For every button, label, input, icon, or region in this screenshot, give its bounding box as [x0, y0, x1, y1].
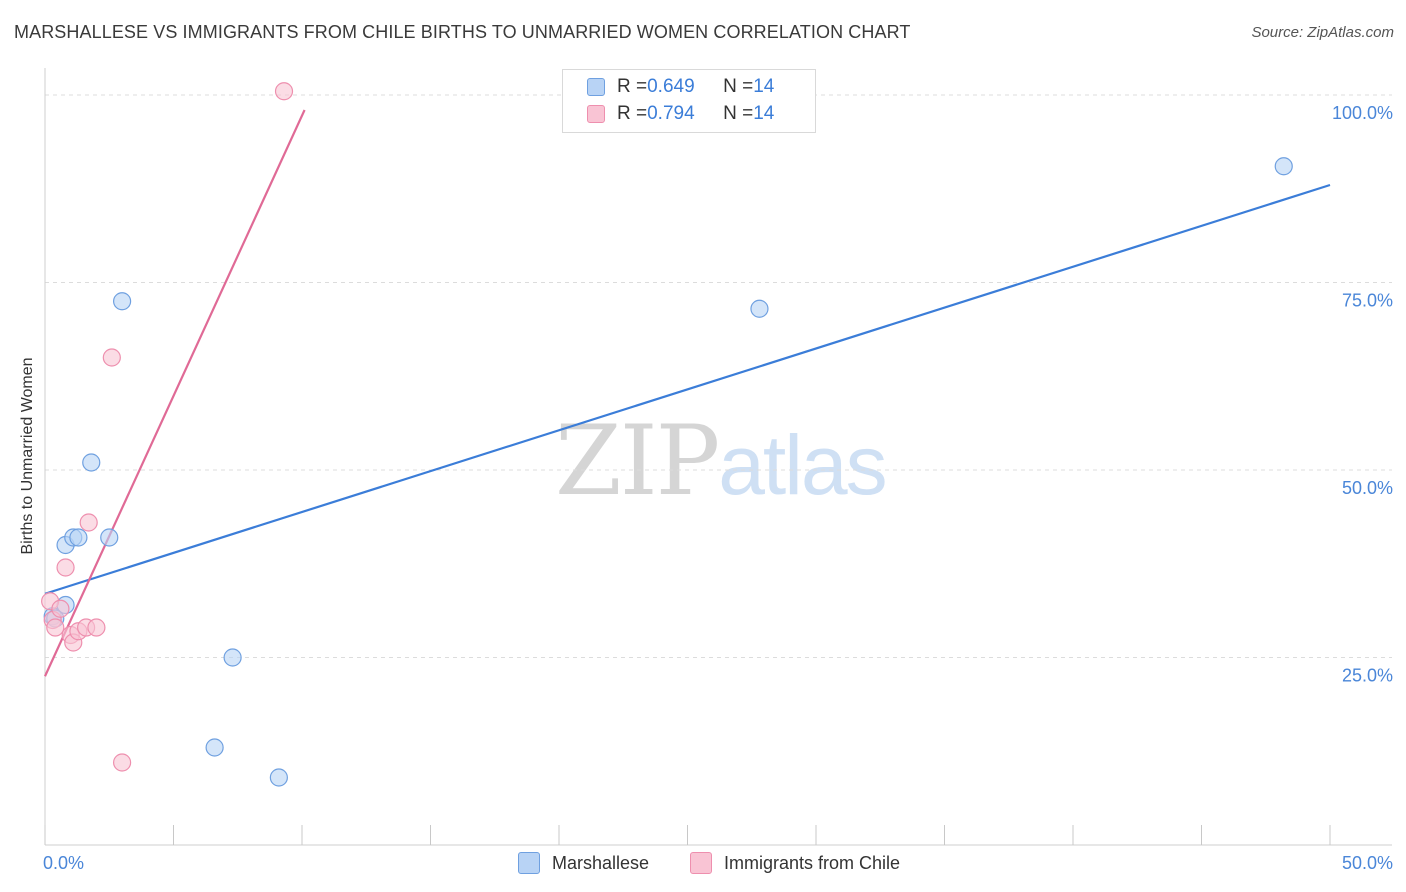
legend-label-chile: Immigrants from Chile [724, 852, 901, 873]
data-point-chile [102, 348, 121, 367]
watermark: ZIPatlas [555, 405, 888, 517]
y-tick-label: 25.0% [1342, 666, 1393, 686]
trend-line-marshallese [44, 183, 1331, 595]
data-point-marshallese [205, 738, 224, 757]
legend-row-chile: R = 0.794 N = 14 [587, 102, 774, 126]
legend-n-label: N = [723, 103, 754, 124]
data-point-chile [79, 513, 98, 532]
data-point-marshallese [223, 648, 242, 667]
trend-lines [44, 109, 1331, 677]
legend-swatch-marshallese [587, 78, 605, 96]
data-point-marshallese [269, 768, 288, 787]
x-ticks [44, 825, 1331, 845]
legend-row-marshallese: R = 0.649 N = 14 [587, 75, 774, 99]
legend-r-label: R = [617, 103, 648, 124]
chart-title: MARSHALLESE VS IMMIGRANTS FROM CHILE BIR… [14, 22, 911, 42]
series-legend: Marshallese Immigrants from Chile [0, 852, 1406, 878]
trend-line-chile [44, 109, 306, 677]
data-point-chile [56, 558, 75, 577]
legend-swatch-marshallese [518, 852, 540, 874]
legend-swatch-chile [690, 852, 712, 874]
legend-r-label: R = [617, 76, 648, 97]
data-point-chile [46, 618, 65, 637]
legend-swatch-chile [587, 105, 605, 123]
y-tick-label: 75.0% [1342, 291, 1393, 311]
data-point-marshallese [112, 292, 132, 311]
correlation-legend: R = 0.649 N = 14 R = 0.794 N = 14 [562, 69, 816, 133]
legend-r-value: 0.649 [647, 76, 695, 97]
x-tick-label: 0.0% [43, 853, 84, 873]
legend-n-value: 14 [753, 103, 775, 124]
grid-lines [45, 94, 1392, 658]
legend-r-value: 0.794 [647, 103, 695, 124]
axes [44, 68, 1392, 846]
data-point-chile [87, 618, 106, 637]
legend-n-label: N = [723, 76, 754, 97]
source-label: Source: ZipAtlas.com [1251, 24, 1394, 41]
legend-item-chile[interactable]: Immigrants from Chile [690, 852, 900, 874]
y-axis-label: Births to Unmarried Women [19, 357, 36, 555]
tick-labels: 25.0% 50.0% 75.0% 100.0% 0.0% 50.0% [43, 103, 1393, 873]
data-point-marshallese [1274, 157, 1293, 176]
data-point-marshallese [750, 299, 769, 318]
data-point-chile [112, 753, 132, 772]
legend-label-marshallese: Marshallese [552, 852, 650, 873]
watermark-atlas: atlas [718, 418, 887, 512]
x-tick-label: 50.0% [1342, 853, 1393, 873]
data-point-chile [51, 599, 70, 618]
legend-n-value: 14 [753, 76, 775, 97]
y-tick-label: 50.0% [1342, 478, 1393, 498]
data-point-marshallese [100, 528, 119, 547]
data-point-marshallese [69, 528, 88, 547]
legend-item-marshallese[interactable]: Marshallese [518, 852, 649, 874]
data-points [41, 82, 1293, 787]
data-point-marshallese [82, 453, 101, 472]
data-point-chile [274, 82, 294, 101]
y-tick-label: 100.0% [1332, 103, 1393, 123]
